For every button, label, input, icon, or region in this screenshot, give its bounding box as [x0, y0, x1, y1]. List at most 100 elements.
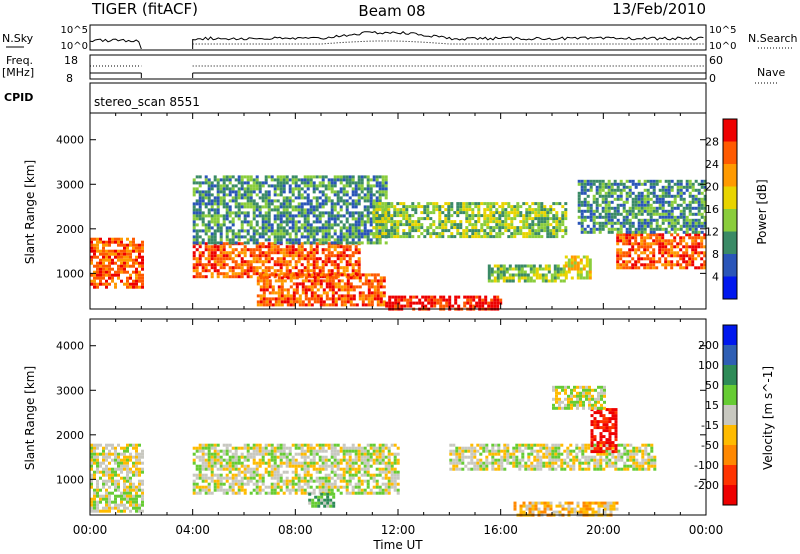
- echo-cell: [192, 266, 196, 270]
- echo-cell: [483, 229, 487, 233]
- echo-cell: [357, 251, 361, 255]
- echo-cell: [694, 236, 698, 240]
- echo-cell: [327, 199, 331, 203]
- echo-cell: [222, 184, 226, 188]
- echo-cell: [643, 236, 647, 240]
- echo-cell: [336, 193, 340, 197]
- echo-cell: [522, 226, 526, 230]
- echo-cell: [402, 211, 406, 215]
- echo-cell: [225, 446, 229, 450]
- echo-cell: [382, 285, 386, 289]
- echo-cell: [601, 179, 605, 183]
- echo-cell: [297, 245, 301, 249]
- echo-cell: [243, 205, 247, 209]
- echo-cell: [240, 187, 244, 191]
- echo-cell: [288, 464, 292, 468]
- echo-cell: [466, 301, 470, 305]
- echo-cell: [285, 208, 289, 212]
- echo-cell: [649, 218, 653, 222]
- echo-cell: [661, 254, 665, 258]
- echo-cell: [237, 232, 241, 236]
- echo-cell: [249, 196, 253, 200]
- echo-cell: [252, 470, 256, 474]
- echo-cell: [303, 461, 307, 465]
- echo-cell: [108, 509, 111, 513]
- echo-cell: [546, 208, 550, 212]
- echo-cell: [277, 294, 281, 298]
- echo-cell: [637, 266, 641, 270]
- echo-cell: [120, 476, 123, 480]
- echo-cell: [261, 196, 265, 200]
- echo-cell: [567, 264, 571, 268]
- echo-cell: [303, 184, 307, 188]
- echo-cell: [276, 251, 280, 255]
- echo-cell: [649, 179, 653, 183]
- echo-cell: [384, 208, 388, 212]
- echo-cell: [634, 239, 638, 243]
- echo-cell: [93, 443, 96, 447]
- echo-cell: [222, 178, 226, 182]
- echo-cell: [405, 214, 409, 218]
- echo-cell: [369, 220, 373, 224]
- echo-cell: [333, 223, 337, 227]
- echo-cell: [523, 270, 527, 274]
- echo-cell: [540, 229, 544, 233]
- echo-cell: [324, 467, 328, 471]
- echo-cell: [255, 452, 259, 456]
- echo-cell: [252, 202, 256, 206]
- echo-cell: [303, 266, 307, 270]
- echo-cell: [531, 220, 535, 224]
- echo-cell: [141, 261, 144, 265]
- echo-cell: [303, 214, 307, 218]
- echo-cell: [327, 248, 331, 252]
- echo-cell: [652, 263, 656, 267]
- echo-cell: [480, 214, 484, 218]
- echo-cell: [108, 273, 111, 277]
- echo-cell: [604, 185, 608, 189]
- echo-cell: [393, 205, 397, 209]
- echo-cell: [486, 235, 490, 239]
- echo-cell: [192, 251, 196, 255]
- echo-cell: [315, 232, 319, 236]
- echo-cell: [622, 266, 626, 270]
- echo-cell: [192, 217, 196, 221]
- echo-cell: [474, 223, 478, 227]
- echo-cell: [357, 223, 361, 227]
- echo-cell: [312, 238, 316, 242]
- echo-cell: [342, 443, 346, 447]
- echo-cell: [240, 272, 244, 276]
- echo-cell: [691, 230, 695, 234]
- echo-cell: [111, 261, 114, 265]
- echo-cell: [555, 235, 559, 239]
- echo-cell: [222, 202, 226, 206]
- echo-cell: [619, 191, 623, 195]
- echo-cell: [264, 467, 268, 471]
- echo-cell: [138, 264, 141, 268]
- echo-cell: [330, 187, 334, 191]
- echo-cell: [358, 273, 362, 277]
- echo-cell: [219, 260, 223, 264]
- echo-cell: [135, 506, 138, 510]
- echo-cell: [543, 229, 547, 233]
- echo-cell: [447, 208, 451, 212]
- echo-cell: [306, 251, 310, 255]
- echo-cell: [634, 197, 638, 201]
- echo-cell: [655, 233, 659, 237]
- echo-cell: [493, 264, 497, 268]
- echo-cell: [526, 279, 530, 283]
- echo-cell: [586, 209, 590, 213]
- echo-cell: [348, 226, 352, 230]
- echo-cell: [324, 232, 328, 236]
- echo-cell: [279, 476, 283, 480]
- echo-cell: [195, 482, 199, 486]
- echo-cell: [357, 181, 361, 185]
- echo-cell: [558, 202, 562, 206]
- echo-cell: [291, 455, 295, 459]
- echo-cell: [135, 494, 138, 498]
- echo-cell: [477, 205, 481, 209]
- echo-cell: [670, 245, 674, 249]
- echo-cell: [349, 273, 353, 277]
- echo-cell: [108, 258, 111, 262]
- echo-cell: [408, 229, 412, 233]
- echo-cell: [243, 476, 247, 480]
